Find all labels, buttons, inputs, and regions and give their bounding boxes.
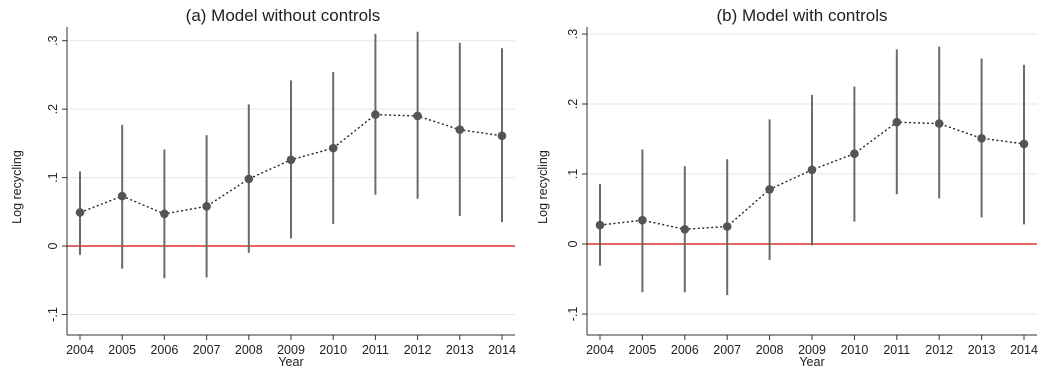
series-connector-line xyxy=(599,121,1025,231)
data-point xyxy=(638,215,647,225)
y-tick-label: .3 xyxy=(46,35,60,45)
x-tick-label: 2006 xyxy=(150,343,178,357)
chart-title: (b) Model with controls xyxy=(716,6,887,25)
y-tick-label: .2 xyxy=(46,104,60,114)
data-point xyxy=(934,119,944,128)
x-tick-label: 2008 xyxy=(235,343,263,357)
chart-title: (a) Model without controls xyxy=(186,6,381,25)
x-tick-label: 2013 xyxy=(446,343,474,357)
chart-panel-a: -.1 0 .1 .2 .3 2004 2005 2006 2007 2008 2009 2010 20… xyxy=(10,6,516,369)
x-tick-label: 2004 xyxy=(66,343,94,357)
y-axis-label: Log recycling xyxy=(10,150,24,224)
data-point xyxy=(244,174,254,184)
x-tick-label: 2004 xyxy=(586,343,614,357)
y-tick-label: .2 xyxy=(566,99,580,109)
y-tick-label: -.1 xyxy=(566,307,580,322)
x-tick-label: 2009 xyxy=(798,343,826,357)
data-point xyxy=(765,185,774,194)
x-tick-label: 2014 xyxy=(488,343,516,357)
x-tick-label: 2013 xyxy=(968,343,996,357)
data-point xyxy=(160,209,169,219)
data-point xyxy=(722,222,732,231)
data-point xyxy=(286,155,296,165)
y-axis-label: Log recycling xyxy=(536,150,550,224)
x-tick-label: 2012 xyxy=(404,343,432,357)
x-tick-label: 2014 xyxy=(1010,343,1038,357)
data-point xyxy=(328,143,338,153)
data-point xyxy=(117,191,127,201)
y-tick-label: .1 xyxy=(566,169,580,179)
x-tick-label: 2005 xyxy=(108,343,136,357)
x-tick-label: 2010 xyxy=(319,343,347,357)
data-point xyxy=(413,111,422,121)
data-point xyxy=(1019,139,1029,149)
y-tick-label: -.1 xyxy=(46,307,60,322)
x-tick-label: 2010 xyxy=(840,343,868,357)
data-point xyxy=(497,131,507,141)
data-point xyxy=(807,165,817,175)
y-tick-label: .3 xyxy=(566,29,580,39)
x-tick-label: 2006 xyxy=(671,343,699,357)
data-point xyxy=(75,208,85,217)
data-point xyxy=(680,225,690,234)
x-tick-label: 2007 xyxy=(193,343,221,357)
y-tick-label: .1 xyxy=(46,172,60,182)
x-tick-label: 2007 xyxy=(713,343,741,357)
chart-panel-b: -.1 0 .1 .2 .3 2004 2005 2006 2007 2008 2009 2010 20… xyxy=(536,6,1038,369)
x-tick-label: 2011 xyxy=(362,343,389,357)
y-tick-label: 0 xyxy=(566,240,580,247)
data-point xyxy=(850,149,859,158)
data-point xyxy=(371,110,380,119)
x-tick-label: 2012 xyxy=(925,343,953,357)
x-tick-label: 2009 xyxy=(277,343,305,357)
y-tick-label: 0 xyxy=(46,242,60,249)
x-tick-label: 2005 xyxy=(628,343,656,357)
x-axis-label: Year xyxy=(799,355,824,369)
x-axis-label: Year xyxy=(278,355,303,369)
data-point xyxy=(202,202,211,211)
data-point xyxy=(892,117,902,127)
x-tick-label: 2011 xyxy=(883,343,910,357)
data-point xyxy=(455,125,465,134)
data-point xyxy=(977,134,986,143)
x-tick-label: 2008 xyxy=(756,343,784,357)
data-point xyxy=(595,220,605,230)
